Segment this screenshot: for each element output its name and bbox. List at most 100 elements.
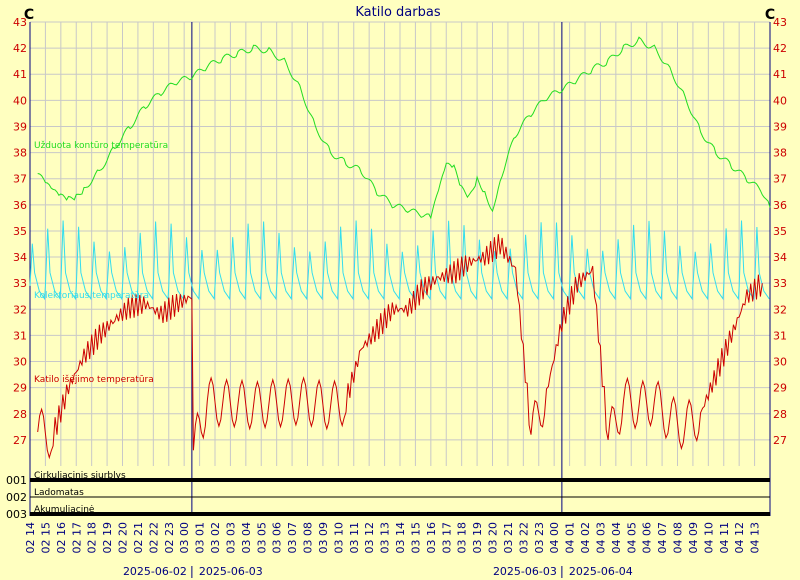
y-tick-right: 33 <box>773 277 787 290</box>
status-label: Cirkuliacinis siurblys <box>34 471 126 481</box>
x-tick-label: 03 11 <box>348 522 361 554</box>
y-tick-right: 28 <box>773 408 787 421</box>
y-tick-left: 34 <box>13 251 27 264</box>
status-code: 003 <box>6 508 27 521</box>
chart-title: Katilo darbas <box>355 5 440 20</box>
y-tick-right: 35 <box>773 225 787 238</box>
y-tick-right: 43 <box>773 16 787 29</box>
date-label: 2025-06-04 <box>569 565 633 578</box>
y-tick-left: 29 <box>13 382 27 395</box>
x-tick-label: 03 19 <box>471 522 484 554</box>
legend-entry: Užduota kontūro temperatūra <box>34 141 168 151</box>
y-unit-right: C <box>765 7 775 23</box>
x-tick-label: 02 14 <box>24 522 37 554</box>
y-tick-right: 41 <box>773 68 787 81</box>
y-tick-right: 36 <box>773 199 787 212</box>
x-tick-label: 02 17 <box>70 522 83 554</box>
x-tick-label: 04 07 <box>656 522 669 554</box>
x-tick-label: 03 20 <box>487 522 500 554</box>
x-tick-label: 02 23 <box>163 522 176 554</box>
series-line <box>29 220 770 301</box>
date-labels: 2025-06-02 2025-06-03 2025-06-03 2025-06-04 <box>123 565 633 578</box>
x-tick-label: 03 12 <box>363 522 376 554</box>
x-tick-label: 04 13 <box>749 522 762 554</box>
status-label: Akumuliacinė <box>34 505 95 515</box>
x-tick-label: 03 06 <box>271 522 284 554</box>
y-tick-left: 30 <box>13 356 27 369</box>
y-tick-right: 29 <box>773 382 787 395</box>
y-tick-left: 41 <box>13 68 27 81</box>
x-tick-label: 03 23 <box>533 522 546 554</box>
legend-entry: Kolektoriaus temperatūra <box>34 291 149 301</box>
date-label: 2025-06-02 <box>123 565 187 578</box>
x-tick-label: 04 08 <box>672 522 685 554</box>
y-tick-right: 30 <box>773 356 787 369</box>
y-tick-left: 35 <box>13 225 27 238</box>
x-tick-label: 02 20 <box>117 522 130 554</box>
y-tick-left: 32 <box>13 303 27 316</box>
x-tick-label: 04 05 <box>625 522 638 554</box>
status-rows: 001 Cirkuliacinis siurblys 002 Ladomatas 003… <box>6 471 770 521</box>
date-label: 2025-06-03 <box>199 565 263 578</box>
x-tick-label: 04 11 <box>718 522 731 554</box>
y-tick-right: 40 <box>773 94 787 107</box>
y-tick-right: 34 <box>773 251 787 264</box>
legend: Užduota kontūro temperatūra Kolektoriaus … <box>34 141 168 385</box>
x-tick-label: 03 14 <box>394 522 407 554</box>
y-tick-right: 27 <box>773 434 787 447</box>
x-tick-label: 03 18 <box>456 522 469 554</box>
x-tick-label: 04 00 <box>548 522 561 554</box>
y-tick-right: 37 <box>773 173 787 186</box>
x-tick-label: 03 10 <box>332 522 345 554</box>
y-tick-left: 43 <box>13 16 27 29</box>
y-tick-right: 39 <box>773 120 787 133</box>
x-tick-label: 03 13 <box>379 522 392 554</box>
y-tick-left: 28 <box>13 408 27 421</box>
legend-entry: Katilo išėjimo temperatūra <box>34 374 154 385</box>
series-layer <box>29 36 771 460</box>
x-tick-label: 03 15 <box>409 522 422 554</box>
x-tick-label: 02 16 <box>55 522 68 554</box>
y-tick-left: 38 <box>13 147 27 160</box>
x-tick-label: 03 04 <box>240 522 253 554</box>
y-tick-right: 31 <box>773 329 787 342</box>
x-tick-label: 04 03 <box>594 522 607 554</box>
x-tick-label: 04 12 <box>733 522 746 554</box>
series-line <box>37 36 771 220</box>
x-tick-label: 03 07 <box>286 522 299 554</box>
status-code: 001 <box>6 474 27 487</box>
x-tick-label: 03 03 <box>224 522 237 554</box>
y-tick-left: 37 <box>13 173 27 186</box>
y-tick-left: 31 <box>13 329 27 342</box>
x-tick-label: 02 22 <box>147 522 160 554</box>
status-label: Ladomatas <box>34 488 84 498</box>
x-tick-label: 03 17 <box>440 522 453 554</box>
y-tick-left: 39 <box>13 120 27 133</box>
date-label: 2025-06-03 <box>493 565 557 578</box>
y-tick-left: 27 <box>13 434 27 447</box>
x-tick-label: 03 16 <box>425 522 438 554</box>
x-tick-label: 03 00 <box>178 522 191 554</box>
y-unit-left: C <box>24 7 34 23</box>
status-code: 002 <box>6 491 27 504</box>
x-tick-label: 03 21 <box>502 522 515 554</box>
x-tick-label: 03 02 <box>209 522 222 554</box>
x-tick-labels: 02 14 02 15 02 16 02 17 02 18 02 19 02 20 02 21… <box>24 522 762 554</box>
x-tick-label: 04 10 <box>702 522 715 554</box>
x-tick-label: 03 09 <box>317 522 330 554</box>
y-tick-left: 33 <box>13 277 27 290</box>
y-tick-left: 40 <box>13 94 27 107</box>
y-tick-labels: 27 27 28 28 29 29 30 30 31 31 32 32 33 33 34 34 35 35 36 36… <box>13 16 787 447</box>
x-tick-label: 02 18 <box>86 522 99 554</box>
x-tick-label: 04 02 <box>579 522 592 554</box>
x-tick-label: 04 01 <box>564 522 577 554</box>
x-tick-label: 03 22 <box>517 522 530 554</box>
x-tick-label: 03 08 <box>302 522 315 554</box>
x-tick-label: 04 09 <box>687 522 700 554</box>
x-tick-label: 02 19 <box>101 522 114 554</box>
grid <box>29 21 771 516</box>
x-tick-label: 02 21 <box>132 522 145 554</box>
y-tick-right: 32 <box>773 303 787 316</box>
x-tick-label: 04 04 <box>610 522 623 554</box>
